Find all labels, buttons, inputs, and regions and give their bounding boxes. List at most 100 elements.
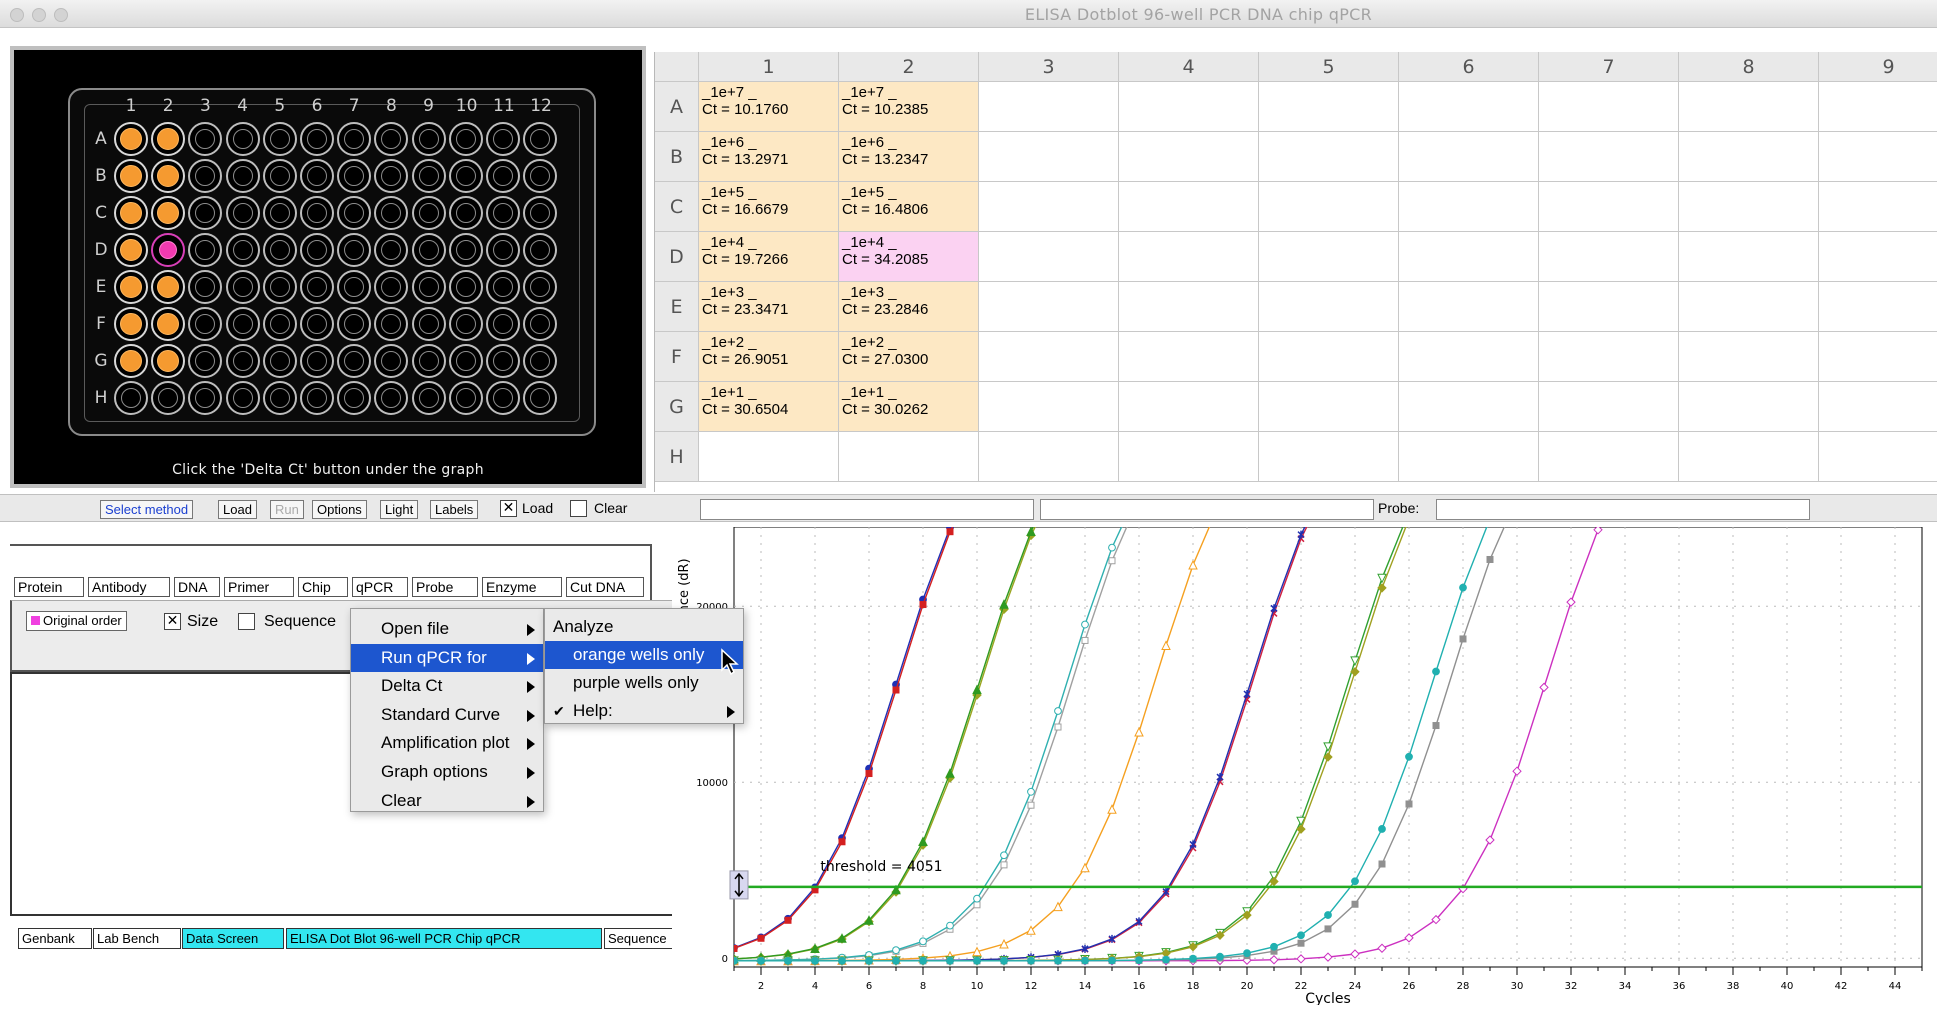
sequence-checkbox[interactable] [238, 613, 255, 630]
well-G3[interactable] [188, 344, 223, 378]
grid-cell[interactable]: _1e+3 _ Ct = 23.2846 [839, 282, 979, 332]
well-A5[interactable] [262, 122, 297, 156]
well-C7[interactable] [337, 196, 372, 230]
grid-cell[interactable] [1119, 182, 1259, 232]
grid-cell[interactable]: _1e+5 _ Ct = 16.6679 [699, 182, 839, 232]
well-B1[interactable] [114, 159, 148, 193]
grid-cell[interactable] [1539, 182, 1679, 232]
grid-column-header[interactable]: 8 [1679, 52, 1819, 82]
grid-cell[interactable] [979, 182, 1119, 232]
grid-cell[interactable] [1539, 132, 1679, 182]
grid-cell[interactable] [1539, 282, 1679, 332]
grid-cell[interactable] [1539, 432, 1679, 482]
grid-cell[interactable]: _1e+7 _ Ct = 10.2385 [839, 82, 979, 132]
well-E11[interactable] [486, 270, 520, 304]
tool-tab-primer[interactable]: Primer [224, 577, 294, 597]
well-H4[interactable] [225, 381, 260, 415]
well-A8[interactable] [374, 122, 409, 156]
grid-cell[interactable] [979, 382, 1119, 432]
well-D11[interactable] [486, 233, 520, 267]
well-A6[interactable] [300, 122, 334, 156]
submenu-item-help-[interactable]: ✔ Help: [545, 697, 743, 725]
well-H6[interactable] [300, 381, 334, 415]
well-H7[interactable] [337, 381, 372, 415]
grid-cell[interactable] [1399, 282, 1539, 332]
grid-cell[interactable] [699, 432, 839, 482]
well-E3[interactable] [188, 270, 223, 304]
well-C10[interactable] [448, 196, 483, 230]
well-B6[interactable] [300, 159, 334, 193]
well-G2[interactable] [151, 344, 186, 378]
well-E7[interactable] [337, 270, 372, 304]
grid-cell[interactable] [1259, 382, 1399, 432]
well-H11[interactable] [486, 381, 520, 415]
grid-cell[interactable] [1679, 82, 1819, 132]
well-G5[interactable] [262, 344, 297, 378]
well-E6[interactable] [300, 270, 334, 304]
grid-cell[interactable] [1539, 332, 1679, 382]
run-button[interactable]: Run [270, 500, 304, 519]
grid-cell[interactable] [1119, 132, 1259, 182]
well-B5[interactable] [262, 159, 297, 193]
well-A3[interactable] [188, 122, 223, 156]
grid-row-header[interactable]: D [655, 232, 699, 282]
well-D4[interactable] [225, 233, 260, 267]
options-button[interactable]: Options [312, 500, 367, 519]
well-C6[interactable] [300, 196, 334, 230]
info-field-2[interactable] [1040, 499, 1374, 520]
well-C5[interactable] [262, 196, 297, 230]
well-C1[interactable] [114, 196, 148, 230]
well-D12[interactable] [523, 233, 558, 267]
labels-button[interactable]: Labels [430, 500, 479, 519]
grid-column-header[interactable]: 9 [1819, 52, 1937, 82]
grid-cell[interactable] [1819, 82, 1937, 132]
well-E5[interactable] [262, 270, 297, 304]
grid-cell[interactable] [839, 432, 979, 482]
well-A10[interactable] [448, 122, 483, 156]
grid-cell[interactable]: _1e+4 _ Ct = 34.2085 [839, 232, 979, 282]
minimize-window-icon[interactable] [32, 8, 46, 22]
grid-row-header[interactable]: C [655, 182, 699, 232]
grid-cell[interactable] [1679, 432, 1819, 482]
well-B8[interactable] [374, 159, 409, 193]
grid-cell[interactable] [1119, 282, 1259, 332]
grid-cell[interactable] [1819, 132, 1937, 182]
grid-cell[interactable] [1259, 182, 1399, 232]
grid-cell[interactable] [1119, 432, 1259, 482]
grid-cell[interactable] [1679, 282, 1819, 332]
size-checkbox[interactable]: ✕ [164, 613, 181, 630]
bottom-tab[interactable]: Sequence [604, 928, 688, 949]
grid-column-header[interactable]: 7 [1539, 52, 1679, 82]
close-window-icon[interactable] [10, 8, 24, 22]
grid-cell[interactable]: _1e+7 _ Ct = 10.1760 [699, 82, 839, 132]
well-D3[interactable] [188, 233, 223, 267]
grid-cell[interactable] [1819, 182, 1937, 232]
well-A12[interactable] [523, 122, 558, 156]
well-B12[interactable] [523, 159, 558, 193]
tool-tab-dna[interactable]: DNA [174, 577, 220, 597]
grid-cell[interactable]: _1e+1 _ Ct = 30.6504 [699, 382, 839, 432]
select-method-button[interactable]: Select method [100, 500, 194, 519]
well-B7[interactable] [337, 159, 372, 193]
tool-tab-protein[interactable]: Protein [14, 577, 84, 597]
grid-cell[interactable]: _1e+2 _ Ct = 27.0300 [839, 332, 979, 382]
well-H10[interactable] [448, 381, 483, 415]
grid-cell[interactable] [1399, 82, 1539, 132]
well-C8[interactable] [374, 196, 409, 230]
well-H1[interactable] [114, 381, 148, 415]
well-E9[interactable] [411, 270, 446, 304]
menu-item-run-qpcr-for[interactable]: Run qPCR for [351, 643, 543, 672]
grid-cell[interactable] [979, 282, 1119, 332]
load-checkbox[interactable]: ✕ [500, 500, 517, 517]
well-A4[interactable] [225, 122, 260, 156]
probe-field[interactable] [1436, 499, 1810, 520]
grid-cell[interactable] [1819, 332, 1937, 382]
well-D8[interactable] [374, 233, 409, 267]
well-F6[interactable] [300, 307, 334, 341]
well-C11[interactable] [486, 196, 520, 230]
grid-row-header[interactable]: F [655, 332, 699, 382]
submenu-item-purple-wells-only[interactable]: purple wells only [545, 669, 743, 697]
grid-row-header[interactable]: A [655, 82, 699, 132]
grid-cell[interactable] [979, 432, 1119, 482]
well-F11[interactable] [486, 307, 520, 341]
